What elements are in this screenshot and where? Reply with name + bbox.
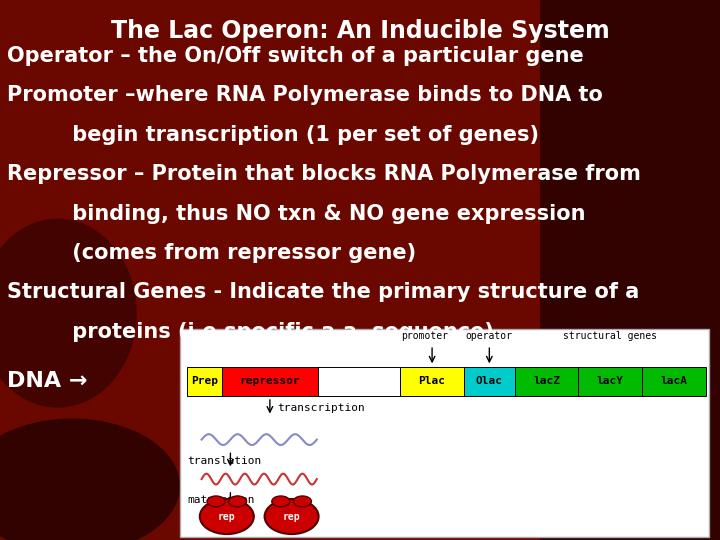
Ellipse shape xyxy=(0,219,137,408)
Text: structural genes: structural genes xyxy=(563,331,657,341)
Text: The Lac Operon: An Inducible System: The Lac Operon: An Inducible System xyxy=(111,19,609,43)
Text: rep: rep xyxy=(218,511,235,522)
Bar xyxy=(578,367,642,396)
Bar xyxy=(515,367,578,396)
Text: transcription: transcription xyxy=(277,403,365,413)
Text: DNA →: DNA → xyxy=(7,372,88,392)
Bar xyxy=(180,329,709,537)
Text: repressor: repressor xyxy=(240,376,300,386)
Text: Operator – the On/Off switch of a particular gene: Operator – the On/Off switch of a partic… xyxy=(7,46,584,66)
Ellipse shape xyxy=(0,418,180,540)
Text: Plac: Plac xyxy=(418,376,446,386)
Text: Olac: Olac xyxy=(476,376,503,386)
Text: promoter: promoter xyxy=(401,331,449,341)
Text: (comes from repressor gene): (comes from repressor gene) xyxy=(7,243,416,263)
Text: Prep: Prep xyxy=(192,376,218,386)
Bar xyxy=(642,367,706,396)
Ellipse shape xyxy=(265,499,319,534)
Text: proteins (i.e specific a.a. sequence): proteins (i.e specific a.a. sequence) xyxy=(7,322,494,342)
Text: Structural Genes - Indicate the primary structure of a: Structural Genes - Indicate the primary … xyxy=(7,282,639,302)
Text: begin transcription (1 per set of genes): begin transcription (1 per set of genes) xyxy=(7,125,539,145)
Text: lacA: lacA xyxy=(660,376,688,386)
Bar xyxy=(400,367,464,396)
Ellipse shape xyxy=(200,499,254,534)
Text: binding, thus NO txn & NO gene expression: binding, thus NO txn & NO gene expressio… xyxy=(7,204,585,224)
Ellipse shape xyxy=(294,496,312,507)
Text: rep: rep xyxy=(283,511,300,522)
Bar xyxy=(187,367,222,396)
Bar xyxy=(222,367,318,396)
Text: translation: translation xyxy=(187,456,261,466)
Text: lacY: lacY xyxy=(597,376,624,386)
Text: lacZ: lacZ xyxy=(533,376,560,386)
Bar xyxy=(318,367,400,396)
Ellipse shape xyxy=(229,496,246,507)
Text: maturation: maturation xyxy=(187,495,255,505)
Text: Promoter –where RNA Polymerase binds to DNA to: Promoter –where RNA Polymerase binds to … xyxy=(7,85,603,105)
Ellipse shape xyxy=(207,496,225,507)
Bar xyxy=(464,367,515,396)
Bar xyxy=(540,0,720,540)
Text: Repressor – Protein that blocks RNA Polymerase from: Repressor – Protein that blocks RNA Poly… xyxy=(7,164,641,184)
Ellipse shape xyxy=(272,496,289,507)
Text: operator: operator xyxy=(466,331,513,341)
